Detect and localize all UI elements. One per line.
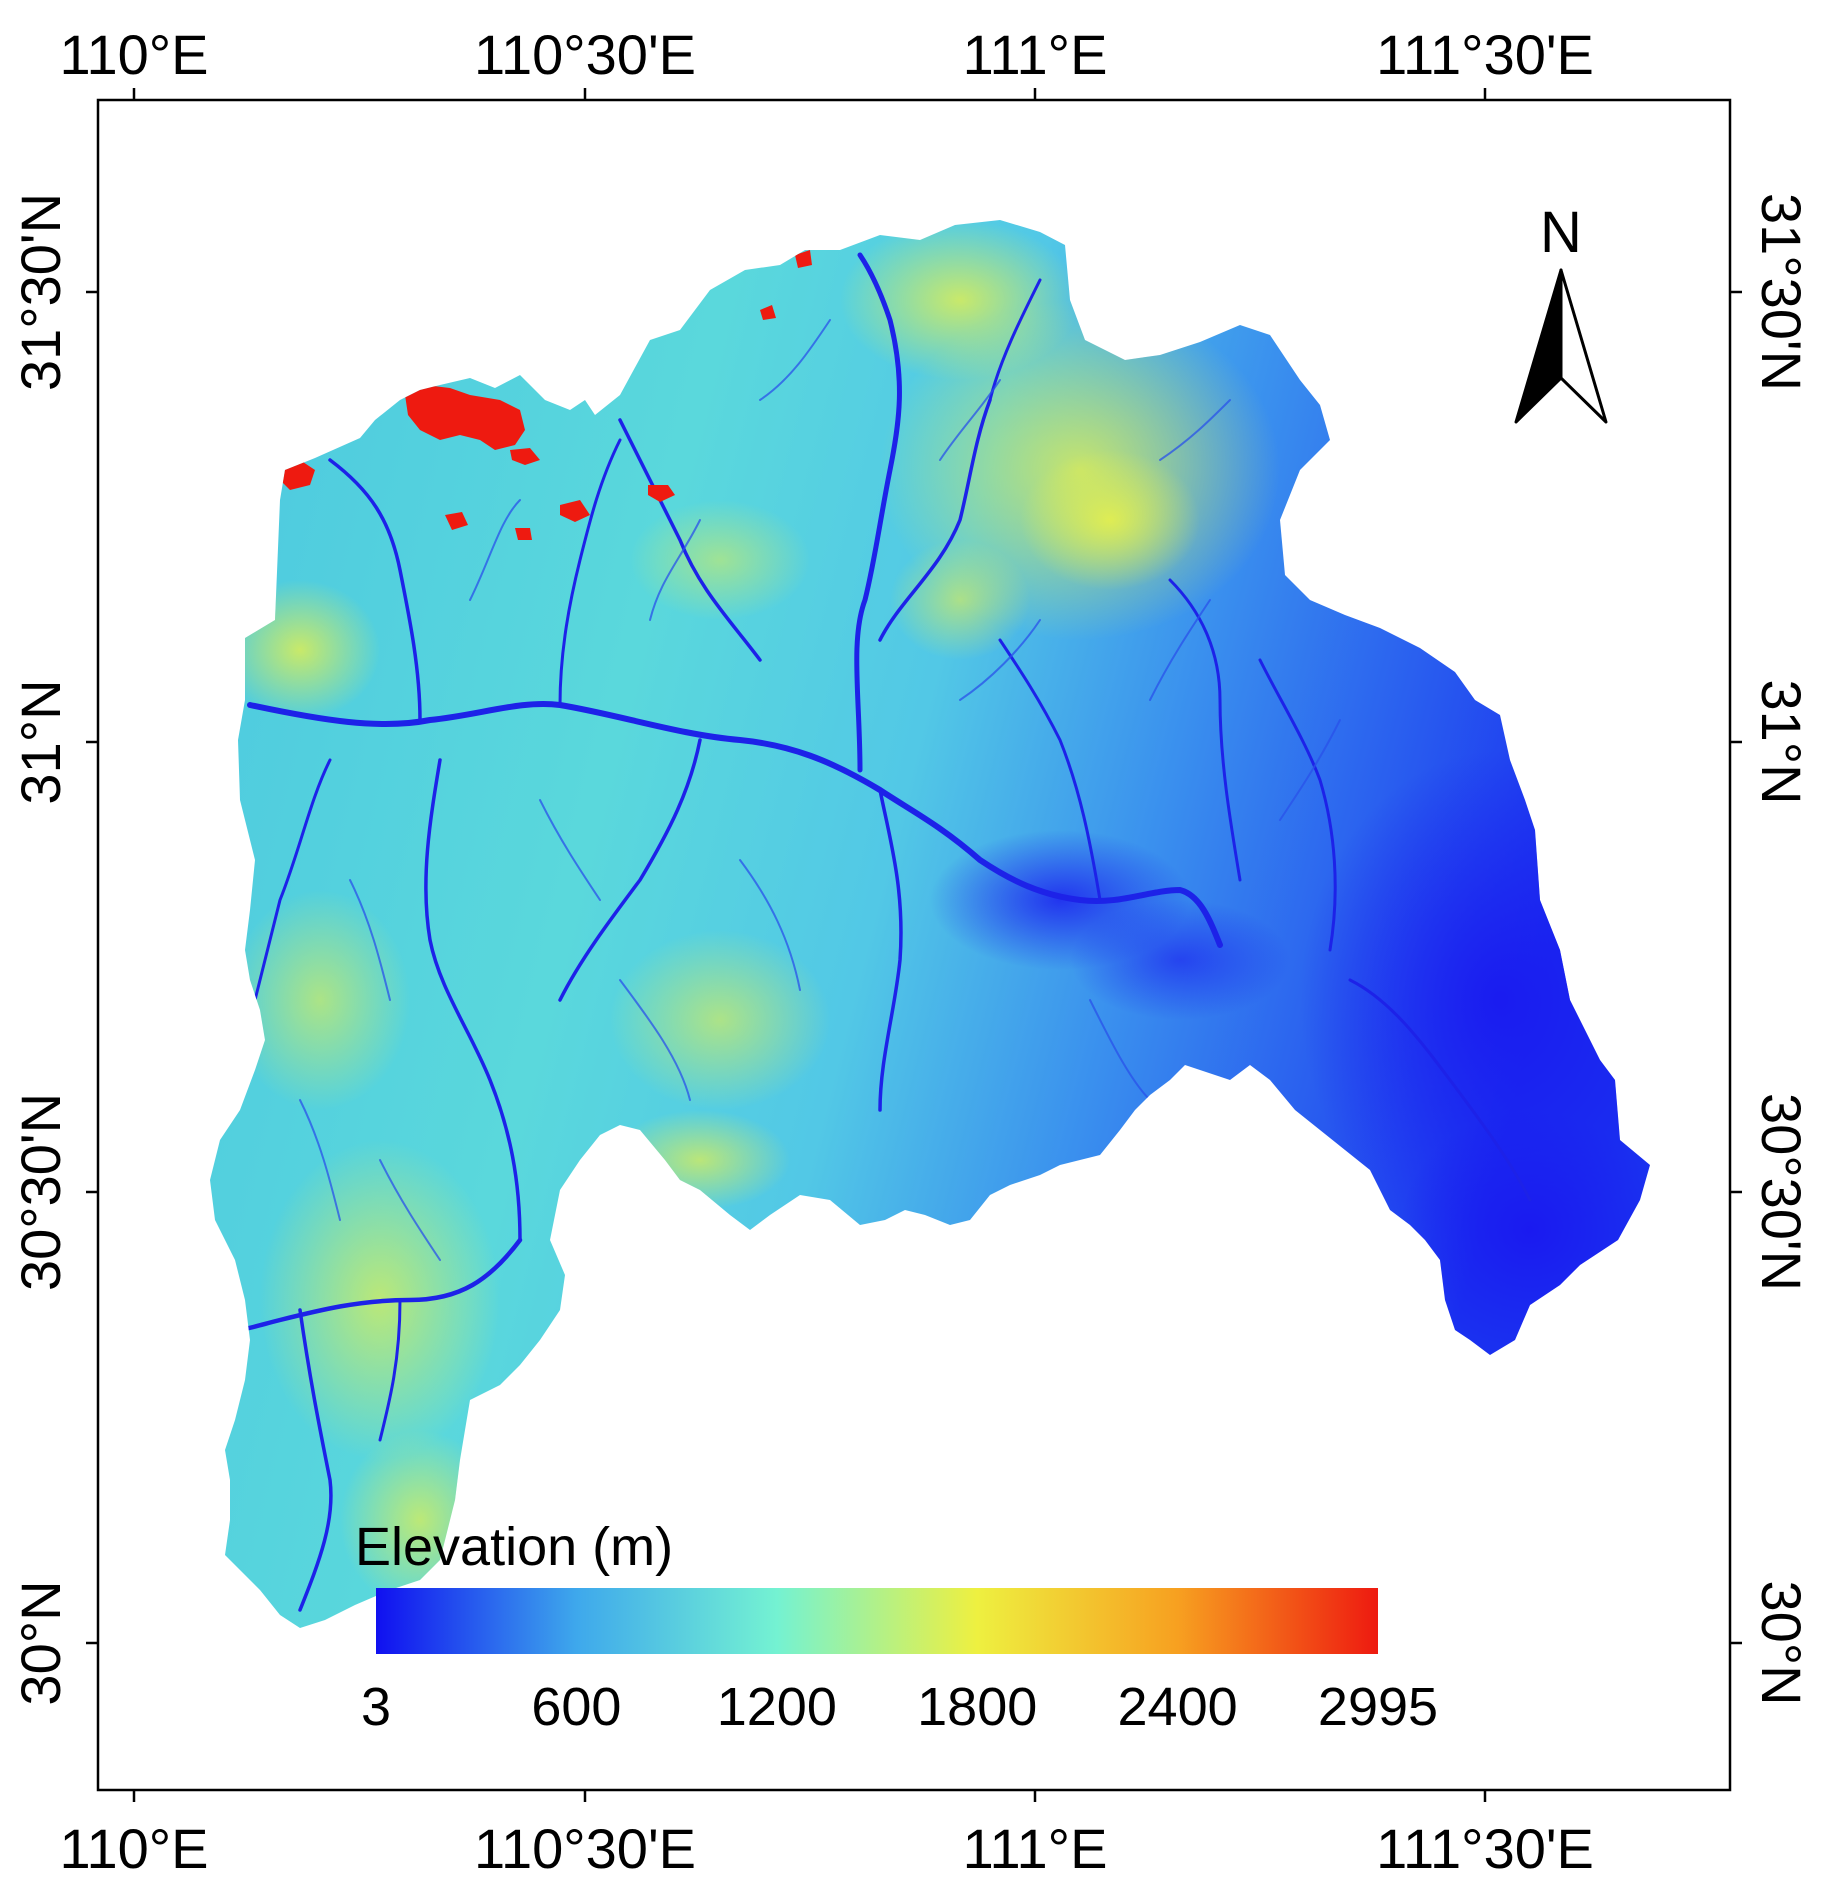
legend-tick-label: 3 [361, 1677, 391, 1737]
left-tick-label: 31°30'N [9, 193, 72, 391]
bottom-tick-label: 111°30'E [1376, 1817, 1594, 1880]
legend-colorbar [376, 1588, 1378, 1654]
top-tick-label: 110°E [59, 23, 208, 86]
left-tick-label: 30°30'N [9, 1093, 72, 1291]
legend-tick-label: 600 [531, 1677, 621, 1737]
right-tick-label: 30°N [1750, 1580, 1813, 1705]
north-arrow-icon [1514, 268, 1608, 424]
top-tick-label: 111°30'E [1376, 23, 1594, 86]
region-fill [210, 220, 1650, 1628]
legend-tick-label: 2995 [1318, 1677, 1438, 1737]
left-axis-labels: 31°30'N 31°N 30°30'N 30°N [9, 193, 72, 1706]
elevation-legend: Elevation (m) 3 600 1200 1800 2400 2995 [355, 1517, 1438, 1737]
right-tick-label: 30°30'N [1750, 1093, 1813, 1291]
right-tick-label: 31°N [1750, 679, 1813, 804]
high-elevation-patches [280, 250, 812, 540]
left-tick-label: 31°N [9, 679, 72, 804]
legend-title: Elevation (m) [355, 1517, 673, 1577]
bottom-tick-label: 110°30'E [474, 1817, 696, 1880]
right-tick-label: 31°30'N [1750, 193, 1813, 391]
right-axis-labels: 31°30'N 31°N 30°30'N 30°N [1750, 193, 1813, 1706]
legend-tick-label: 1800 [917, 1677, 1037, 1737]
legend-tick-label: 1200 [717, 1677, 837, 1737]
top-tick-label: 110°30'E [474, 23, 696, 86]
rivers [232, 252, 1532, 1612]
tributaries [299, 319, 1341, 1261]
legend-tick-labels: 3 600 1200 1800 2400 2995 [361, 1677, 1438, 1737]
legend-tick-label: 2400 [1118, 1677, 1238, 1737]
frame-ticks [86, 88, 1742, 1802]
north-label: N [1540, 200, 1582, 265]
top-tick-label: 111°E [963, 23, 1108, 86]
left-tick-label: 30°N [9, 1580, 72, 1705]
bottom-tick-label: 111°E [963, 1817, 1108, 1880]
bottom-axis-labels: 110°E 110°30'E 111°E 111°30'E [59, 1817, 1593, 1880]
top-axis-labels: 110°E 110°30'E 111°E 111°30'E [59, 23, 1593, 86]
bottom-tick-label: 110°E [59, 1817, 208, 1880]
north-arrow: N [1514, 200, 1608, 424]
